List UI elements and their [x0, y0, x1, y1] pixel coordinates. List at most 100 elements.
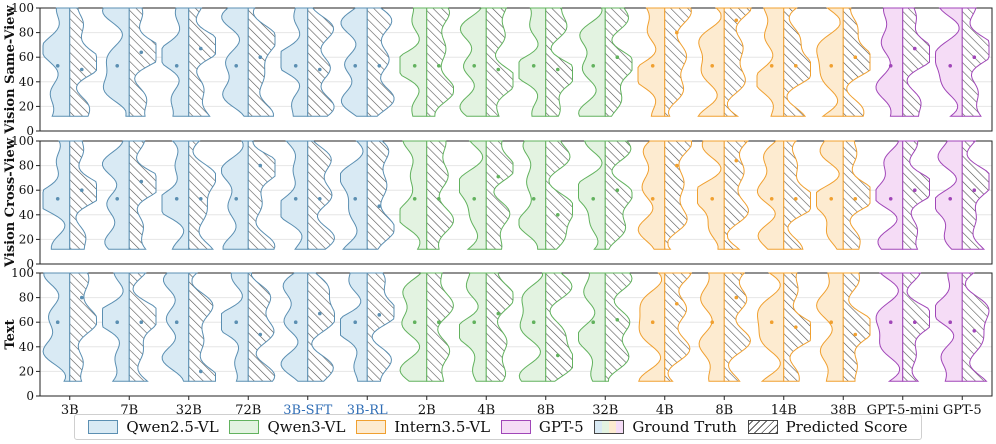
panel-3: 0 20 40 60 80 100 Text	[3, 266, 993, 403]
legend-item-ground-truth: Ground Truth	[594, 418, 737, 436]
y-tick-label: 60	[19, 315, 34, 329]
violin-predicted	[902, 140, 930, 250]
violin-ground-truth	[875, 140, 904, 250]
gt-median-point	[412, 197, 417, 201]
violin-predicted	[426, 272, 454, 382]
gt-median-point	[591, 64, 596, 68]
violin-ground-truth	[875, 7, 904, 117]
violin-ground-truth	[340, 7, 368, 117]
violin-predicted	[426, 140, 455, 250]
legend-label-gpt5: GPT-5	[538, 418, 584, 436]
legend-label-qwen25: Qwen2.5-VL	[126, 418, 219, 436]
violin-ground-truth	[280, 140, 309, 250]
gt-median-point	[888, 320, 893, 325]
gt-median-point	[412, 64, 417, 68]
violin-ground-truth	[697, 140, 725, 250]
violin-predicted	[128, 272, 157, 382]
violin-predicted	[664, 272, 693, 382]
gt-median-point	[55, 320, 60, 325]
y-tick-label: 40	[19, 340, 34, 354]
violin-predicted	[485, 272, 514, 382]
legend-swatch-gpt5	[500, 420, 531, 434]
y-tick-label: 80	[19, 291, 34, 305]
pred-median-point	[317, 311, 322, 316]
gt-median-point	[650, 197, 655, 201]
gt-median-point	[293, 197, 298, 201]
violin-ground-truth	[102, 272, 130, 382]
pred-median-point	[79, 67, 84, 72]
legend-label-predicted: Predicted Score	[785, 418, 908, 436]
pred-median-point	[793, 64, 798, 68]
pred-median-point	[734, 158, 739, 163]
violin-ground-truth	[638, 272, 666, 382]
violin-predicted	[723, 272, 751, 382]
violin-ground-truth	[637, 140, 666, 250]
pred-median-point	[912, 188, 917, 192]
gt-median-point	[174, 197, 179, 201]
pred-median-point	[674, 301, 679, 306]
gt-median-point	[591, 197, 596, 201]
violin-ground-truth	[221, 272, 249, 382]
y-tick-label: 40	[19, 208, 34, 222]
y-tick-label: 60	[19, 50, 34, 64]
gt-median-point	[829, 197, 834, 201]
violin-predicted	[664, 140, 692, 250]
pred-median-point	[972, 329, 977, 333]
violin-ground-truth	[399, 140, 428, 250]
violin-ground-truth	[698, 272, 725, 382]
pred-median-point	[139, 50, 144, 55]
panel-frame	[39, 7, 993, 132]
violin-predicted	[188, 140, 216, 250]
violin-predicted	[604, 7, 633, 117]
pred-median-point	[436, 320, 441, 325]
violin-ground-truth	[756, 140, 785, 250]
panel-frame	[39, 140, 993, 265]
gt-median-point	[948, 320, 953, 325]
violin-predicted	[366, 7, 395, 117]
violin-ground-truth	[280, 272, 309, 382]
legend: Qwen2.5-VL Qwen3-VL Intern3.5-VL GPT-5 G…	[74, 414, 922, 440]
violin-predicted	[485, 140, 514, 250]
violin-ground-truth	[816, 140, 844, 250]
gt-median-point	[948, 64, 953, 68]
violin-predicted	[961, 272, 990, 382]
pred-median-point	[555, 213, 560, 217]
gt-median-point	[174, 64, 179, 68]
pred-median-point	[198, 369, 203, 374]
x-tick-label: GPT-5	[943, 403, 982, 418]
gt-median-point	[650, 64, 655, 68]
gt-median-point	[115, 197, 120, 201]
gt-median-point	[234, 64, 239, 68]
gt-median-point	[531, 320, 536, 325]
gt-median-point	[829, 64, 834, 68]
violin-predicted	[723, 140, 750, 250]
violin-ground-truth	[459, 7, 487, 117]
violin-ground-truth	[161, 140, 190, 250]
gt-median-point	[888, 64, 893, 68]
violin-predicted	[366, 272, 395, 382]
violin-ground-truth	[459, 140, 487, 250]
legend-item-qwen25: Qwen2.5-VL	[88, 418, 219, 436]
legend-swatch-qwen3	[229, 420, 260, 434]
violin-ground-truth	[518, 272, 547, 382]
violin-ground-truth	[101, 7, 130, 117]
violin-predicted	[69, 272, 97, 382]
violin-ground-truth	[161, 272, 190, 382]
gt-median-point	[769, 64, 774, 68]
gt-median-point	[472, 197, 477, 201]
legend-label-ground-truth: Ground Truth	[632, 418, 737, 436]
violin-predicted	[247, 7, 276, 117]
gt-median-point	[531, 197, 536, 201]
pred-median-point	[377, 313, 382, 317]
y-tick-label: 0	[26, 257, 34, 271]
pred-median-point	[79, 188, 84, 192]
violin-predicted	[545, 7, 573, 117]
gt-median-point	[115, 64, 120, 68]
gt-median-point	[174, 320, 179, 325]
y-tick-label: 40	[19, 75, 34, 89]
violin-predicted	[366, 140, 395, 250]
legend-swatch-qwen25	[88, 420, 119, 434]
violin-predicted	[426, 7, 454, 117]
violin-predicted	[842, 140, 871, 250]
pred-median-point	[674, 30, 679, 35]
